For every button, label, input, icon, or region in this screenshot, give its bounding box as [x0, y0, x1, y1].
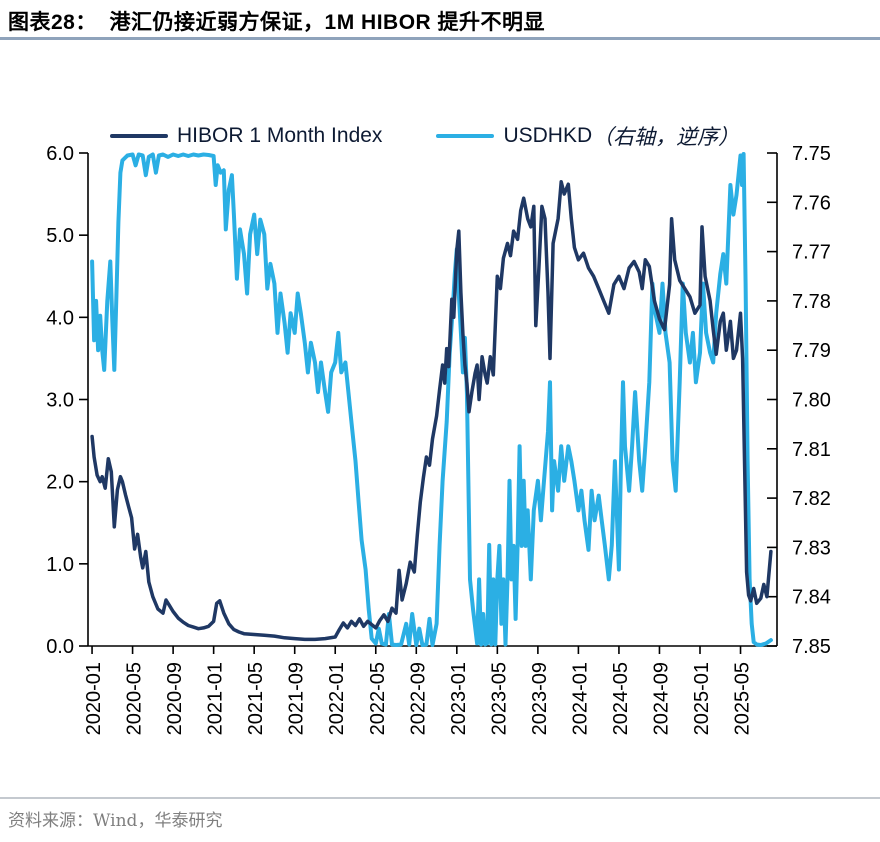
- chart-plot: 0.0 1.0 2.0 3.0 4.0 5.0 6.0 7.75 7.76 7.77 7.78 7.7…: [46, 143, 831, 735]
- left-axis-tick-label: 3.0: [46, 390, 74, 412]
- hibor-line-swatch-icon: [110, 134, 168, 138]
- x-axis-tick-label: 2020-01: [83, 662, 105, 735]
- right-axis-tick-label: 7.75: [792, 143, 831, 165]
- right-axis-tick-label: 7.77: [792, 242, 831, 264]
- x-axis-tick-label: 2021-09: [286, 662, 308, 735]
- x-axis-tick-label: 2021-01: [205, 662, 227, 735]
- legend-label-hibor: HIBOR 1 Month Index: [177, 124, 383, 147]
- right-axis-tick-label: 7.78: [792, 291, 831, 313]
- right-axis-tick-label: 7.85: [792, 636, 831, 658]
- legend-label-usdhkd-suffix: （右轴，逆序）: [592, 125, 740, 149]
- x-axis-tick-label: 2024-05: [610, 662, 632, 735]
- right-axis-tick-label: 7.76: [792, 192, 831, 214]
- x-axis-tick-label: 2024-01: [569, 662, 591, 735]
- right-axis-tick-label: 7.83: [792, 537, 831, 559]
- usdhkd-line-swatch-icon: [436, 134, 495, 138]
- left-axis-tick-label: 1.0: [46, 554, 74, 576]
- right-axis-tick-label: 7.84: [792, 587, 831, 609]
- right-axis-tick-label: 7.82: [792, 488, 831, 510]
- legend-label-usdhkd: USDHKD: [503, 124, 593, 147]
- left-axis-tick-label: 4.0: [46, 307, 74, 329]
- x-axis-tick-label: 2020-05: [124, 662, 146, 735]
- x-axis-tick-label: 2023-05: [488, 662, 510, 735]
- x-axis-tick-label: 2020-09: [164, 662, 186, 735]
- chart-legend: HIBOR 1 Month Index USDHKD （右轴，逆序）: [110, 121, 739, 151]
- hibor-line: [90, 180, 773, 642]
- left-axis-tick-label: 5.0: [46, 225, 74, 247]
- x-axis-tick-label: 2025-05: [732, 662, 754, 735]
- title-divider: [0, 37, 880, 40]
- right-axis-tick-label: 7.80: [792, 390, 831, 412]
- left-axis-tick-label: 2.0: [46, 472, 74, 494]
- x-axis-tick-label: 2024-09: [650, 662, 672, 735]
- left-axis-tick-label: 6.0: [46, 143, 74, 165]
- x-axis-tick-label: 2022-05: [367, 662, 389, 735]
- footer-divider: [0, 797, 880, 799]
- right-axis-tick-label: 7.79: [792, 340, 831, 362]
- x-axis-tick-label: 2022-09: [407, 662, 429, 735]
- source-note: 资料来源：Wind，华泰研究: [8, 811, 223, 831]
- legend-item-usdhkd: USDHKD （右轴，逆序）: [436, 121, 739, 151]
- x-axis-tick-label: 2021-05: [245, 662, 267, 735]
- chart-title: 图表28： 港汇仍接近弱方保证，1M HIBOR 提升不明显: [8, 11, 546, 34]
- x-axis-tick-label: 2022-01: [326, 662, 348, 735]
- right-axis-tick-label: 7.81: [792, 439, 831, 461]
- x-axis-tick-label: 2023-09: [529, 662, 551, 735]
- left-axis-tick-label: 0.0: [46, 636, 74, 658]
- x-axis-tick-label: 2025-01: [691, 662, 713, 735]
- legend-item-hibor: HIBOR 1 Month Index: [110, 124, 382, 148]
- usdhkd-line: [90, 152, 773, 647]
- x-axis-tick-label: 2023-01: [448, 662, 470, 735]
